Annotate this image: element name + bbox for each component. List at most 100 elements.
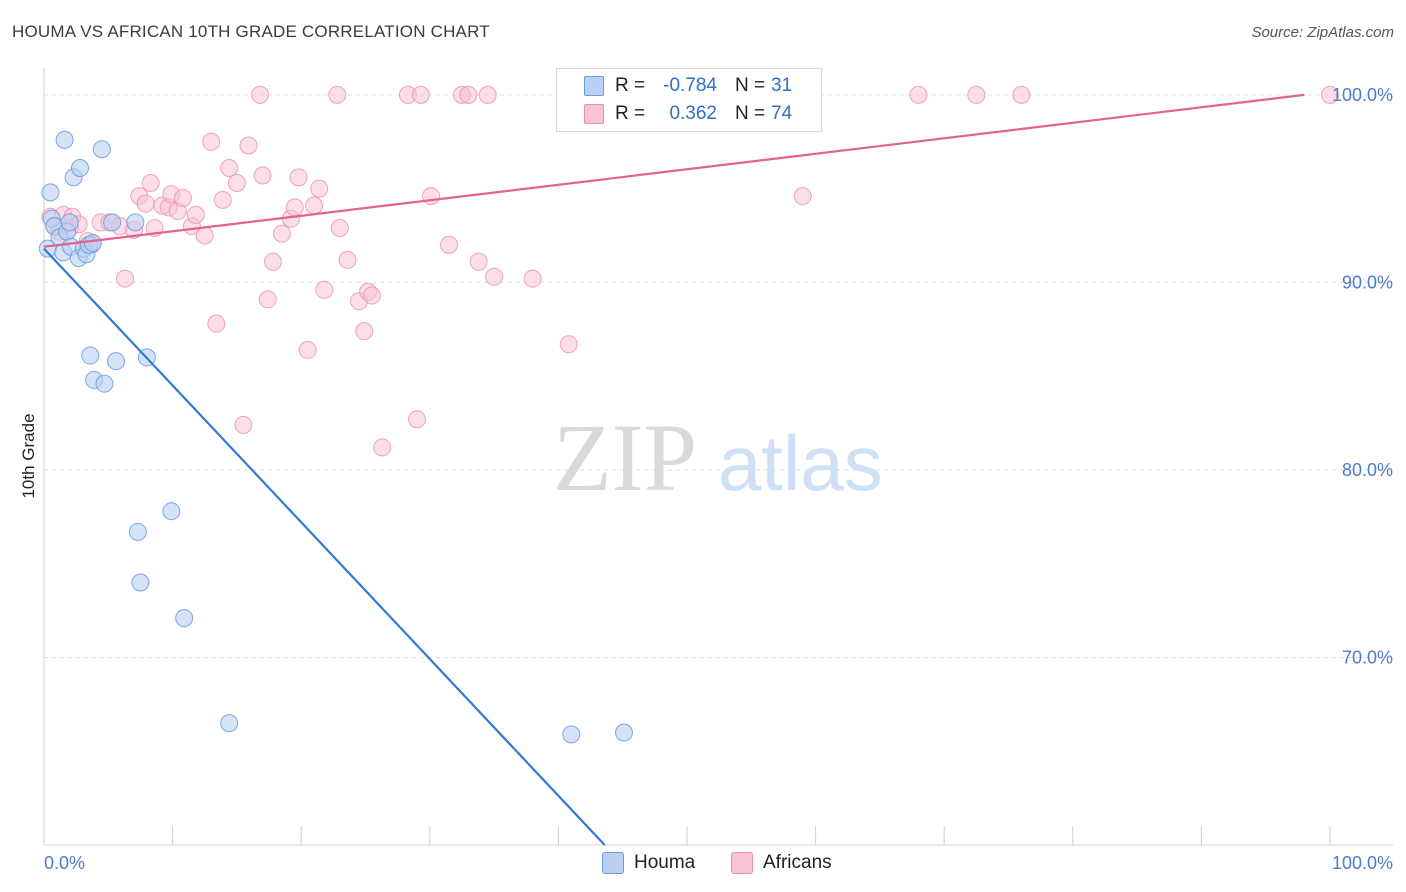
africans-point xyxy=(1012,85,1031,104)
africans-point xyxy=(195,226,214,245)
houma-point xyxy=(103,213,122,232)
africans-point xyxy=(239,136,258,155)
houma-point xyxy=(162,502,181,521)
houma-point xyxy=(107,352,126,371)
africans-point xyxy=(422,187,441,206)
africans-point xyxy=(338,250,357,269)
africans-point xyxy=(411,85,430,104)
houma-point xyxy=(131,573,150,592)
africans-point xyxy=(116,269,135,288)
africans-point xyxy=(1321,85,1339,104)
watermark-zip: ZIP xyxy=(553,404,697,511)
y-tick-label: 90.0% xyxy=(1342,272,1393,292)
africans-point xyxy=(909,85,928,104)
stats-row-houma: R = -0.784 N = 31 xyxy=(557,72,821,100)
africans-point xyxy=(272,224,291,243)
africans-point xyxy=(258,290,277,309)
x-ticks xyxy=(43,826,1331,845)
legend-item-houma[interactable]: Houma xyxy=(602,852,695,874)
watermark-atlas: atlas xyxy=(718,419,883,507)
chart-title: HOUMA VS AFRICAN 10TH GRADE CORRELATION … xyxy=(12,22,490,41)
africans-point xyxy=(328,85,347,104)
y-axis-label: 10th Grade xyxy=(19,413,38,498)
n-value: 31 xyxy=(771,75,793,96)
trend-lines xyxy=(43,93,1305,846)
x-tick-label-min: 0.0% xyxy=(44,853,85,873)
houma-point xyxy=(55,130,74,149)
houma-point xyxy=(562,725,581,744)
africans-point xyxy=(173,189,192,208)
africans-point xyxy=(234,415,253,434)
houma-trend-line xyxy=(43,247,606,846)
y-tick-label: 70.0% xyxy=(1342,647,1393,667)
r-value: 0.362 xyxy=(669,103,717,124)
africans-point xyxy=(310,179,329,198)
africans-point xyxy=(559,335,578,354)
africans-point xyxy=(141,174,160,193)
africans-point xyxy=(289,168,308,187)
houma-point xyxy=(41,183,60,202)
houma-legend-swatch xyxy=(602,852,624,874)
series-legend: Houma Africans xyxy=(0,852,1406,876)
n-label: N = xyxy=(735,75,766,96)
africans-point xyxy=(440,235,459,254)
grid-lines xyxy=(44,94,1393,658)
legend-label-houma: Houma xyxy=(634,852,696,873)
houma-points xyxy=(38,130,633,744)
africans-point xyxy=(315,280,334,299)
africans-point xyxy=(213,190,232,209)
africans-point xyxy=(207,314,226,333)
africans-trend-line xyxy=(43,93,1305,248)
africans-point xyxy=(263,252,282,271)
houma-point xyxy=(95,374,114,393)
stats-legend: R = -0.784 N = 31 R = 0.362 N = 74 xyxy=(556,68,822,132)
chart-source: Source: ZipAtlas.com xyxy=(1251,24,1394,41)
africans-point xyxy=(469,252,488,271)
stats-row-africans: R = 0.362 N = 74 xyxy=(557,100,821,128)
y-tick-label: 80.0% xyxy=(1342,460,1393,480)
x-tick-labels: 0.0% 100.0% xyxy=(44,853,1393,873)
africans-legend-swatch xyxy=(731,852,753,874)
houma-point xyxy=(128,522,147,541)
houma-point xyxy=(60,213,79,232)
africans-point xyxy=(253,166,272,185)
africans-point xyxy=(407,410,426,429)
africans-point xyxy=(298,340,317,359)
watermark: ZIP atlas xyxy=(553,404,883,511)
africans-point xyxy=(355,322,374,341)
africans-point xyxy=(251,85,270,104)
africans-point xyxy=(186,205,205,224)
n-value: 74 xyxy=(771,103,793,124)
africans-point xyxy=(136,194,155,213)
africans-point xyxy=(202,132,221,151)
africans-point xyxy=(220,159,239,178)
africans-point xyxy=(305,196,324,215)
y-tick-label: 100.0% xyxy=(1332,85,1393,105)
houma-point xyxy=(126,213,145,232)
y-tick-labels: 70.0% 80.0% 90.0% 100.0% xyxy=(1332,85,1393,668)
r-label: R = xyxy=(615,75,646,96)
africans-swatch xyxy=(584,104,604,124)
africans-point xyxy=(330,219,349,238)
africans-point xyxy=(793,187,812,206)
houma-point xyxy=(175,609,194,628)
africans-point xyxy=(362,286,381,305)
africans-points xyxy=(41,85,1339,457)
houma-point xyxy=(614,723,633,742)
africans-point xyxy=(227,174,246,193)
africans-point xyxy=(478,85,497,104)
africans-point xyxy=(485,267,504,286)
r-value: -0.784 xyxy=(663,75,717,96)
houma-point xyxy=(81,346,100,365)
africans-point xyxy=(285,198,304,217)
legend-item-africans[interactable]: Africans xyxy=(731,852,832,874)
legend-label-africans: Africans xyxy=(763,852,832,873)
n-label: N = xyxy=(735,103,766,124)
houma-point xyxy=(92,140,111,159)
houma-point xyxy=(71,159,90,178)
r-label: R = xyxy=(615,103,646,124)
houma-swatch xyxy=(584,76,604,96)
africans-point xyxy=(967,85,986,104)
x-tick-label-max: 100.0% xyxy=(1332,853,1393,873)
